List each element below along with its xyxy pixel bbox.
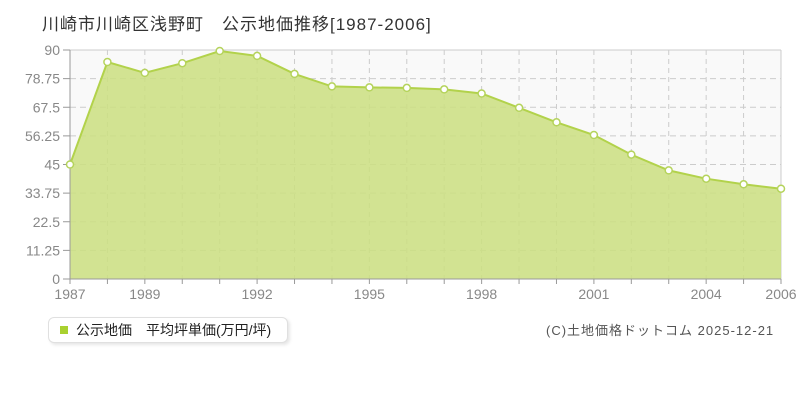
x-tick-label: 2006 — [765, 286, 796, 302]
copyright-text: (C)土地価格ドットコム 2025-12-21 — [546, 323, 775, 338]
y-tick-label: 45 — [44, 157, 60, 173]
x-tick-label: 1995 — [354, 286, 385, 302]
data-point-marker — [140, 68, 150, 78]
legend-swatch-icon — [60, 326, 68, 334]
x-tick-label: 1987 — [54, 286, 85, 302]
data-point-marker — [252, 51, 262, 61]
data-point-marker — [739, 180, 748, 189]
data-point-marker — [402, 83, 412, 93]
data-point-marker — [589, 130, 599, 140]
legend-label: 公示地価 平均坪単価(万円/坪) — [76, 322, 272, 338]
data-point-marker — [552, 118, 561, 127]
data-point-marker — [215, 46, 224, 56]
y-tick-label: 22.5 — [33, 214, 60, 230]
y-tick-label: 90 — [44, 42, 60, 58]
y-tick-label: 78.75 — [25, 71, 60, 87]
data-point-marker — [477, 89, 486, 98]
y-tick-label: 0 — [52, 271, 60, 287]
y-tick-label: 56.25 — [25, 128, 60, 144]
x-tick-label: 1989 — [129, 286, 160, 302]
data-point-marker — [776, 184, 786, 193]
x-tick-label: 1992 — [242, 286, 273, 302]
data-point-marker — [65, 160, 75, 169]
x-tick-label: 2001 — [578, 286, 609, 302]
data-point-marker — [701, 174, 711, 183]
data-point-marker — [664, 166, 673, 175]
data-point-marker — [365, 83, 374, 92]
y-tick-label: 67.5 — [33, 99, 60, 115]
x-tick-label: 1998 — [466, 286, 497, 302]
y-tick-label: 11.25 — [26, 242, 60, 258]
data-point-marker — [103, 57, 112, 67]
series-area — [70, 51, 781, 279]
series-line — [69, 49, 782, 190]
page-title: 川崎市川崎区浅野町 公示地価推移[1987-2006] — [42, 15, 432, 34]
data-point-marker — [439, 85, 449, 94]
data-point-marker — [327, 82, 337, 91]
data-point-marker — [290, 69, 299, 79]
legend: 公示地価 平均坪単価(万円/坪) — [48, 317, 289, 343]
data-point-marker — [178, 58, 187, 68]
x-tick-label: 2004 — [691, 286, 722, 302]
y-tick-label: 33.75 — [25, 185, 60, 201]
data-point-marker — [514, 103, 524, 113]
data-point-marker — [627, 150, 636, 159]
